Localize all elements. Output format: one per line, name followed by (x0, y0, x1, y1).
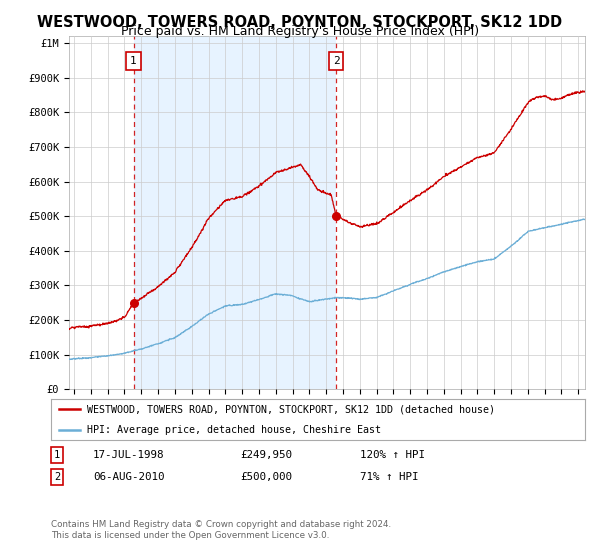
Text: £500,000: £500,000 (240, 472, 292, 482)
Text: WESTWOOD, TOWERS ROAD, POYNTON, STOCKPORT, SK12 1DD (detached house): WESTWOOD, TOWERS ROAD, POYNTON, STOCKPOR… (88, 404, 496, 414)
Text: This data is licensed under the Open Government Licence v3.0.: This data is licensed under the Open Gov… (51, 531, 329, 540)
Text: 71% ↑ HPI: 71% ↑ HPI (360, 472, 419, 482)
Bar (134, 36, 336, 389)
Text: HPI: Average price, detached house, Cheshire East: HPI: Average price, detached house, Ches… (88, 424, 382, 435)
Text: £249,950: £249,950 (240, 450, 292, 460)
Text: Price paid vs. HM Land Registry's House Price Index (HPI): Price paid vs. HM Land Registry's House … (121, 25, 479, 38)
Text: 1: 1 (130, 55, 137, 66)
Text: 17-JUL-1998: 17-JUL-1998 (93, 450, 164, 460)
Text: Contains HM Land Registry data © Crown copyright and database right 2024.: Contains HM Land Registry data © Crown c… (51, 520, 391, 529)
Text: 1: 1 (54, 450, 60, 460)
Text: 06-AUG-2010: 06-AUG-2010 (93, 472, 164, 482)
Text: 2: 2 (54, 472, 60, 482)
Text: 120% ↑ HPI: 120% ↑ HPI (360, 450, 425, 460)
Text: WESTWOOD, TOWERS ROAD, POYNTON, STOCKPORT, SK12 1DD: WESTWOOD, TOWERS ROAD, POYNTON, STOCKPOR… (37, 15, 563, 30)
Text: 2: 2 (333, 55, 340, 66)
